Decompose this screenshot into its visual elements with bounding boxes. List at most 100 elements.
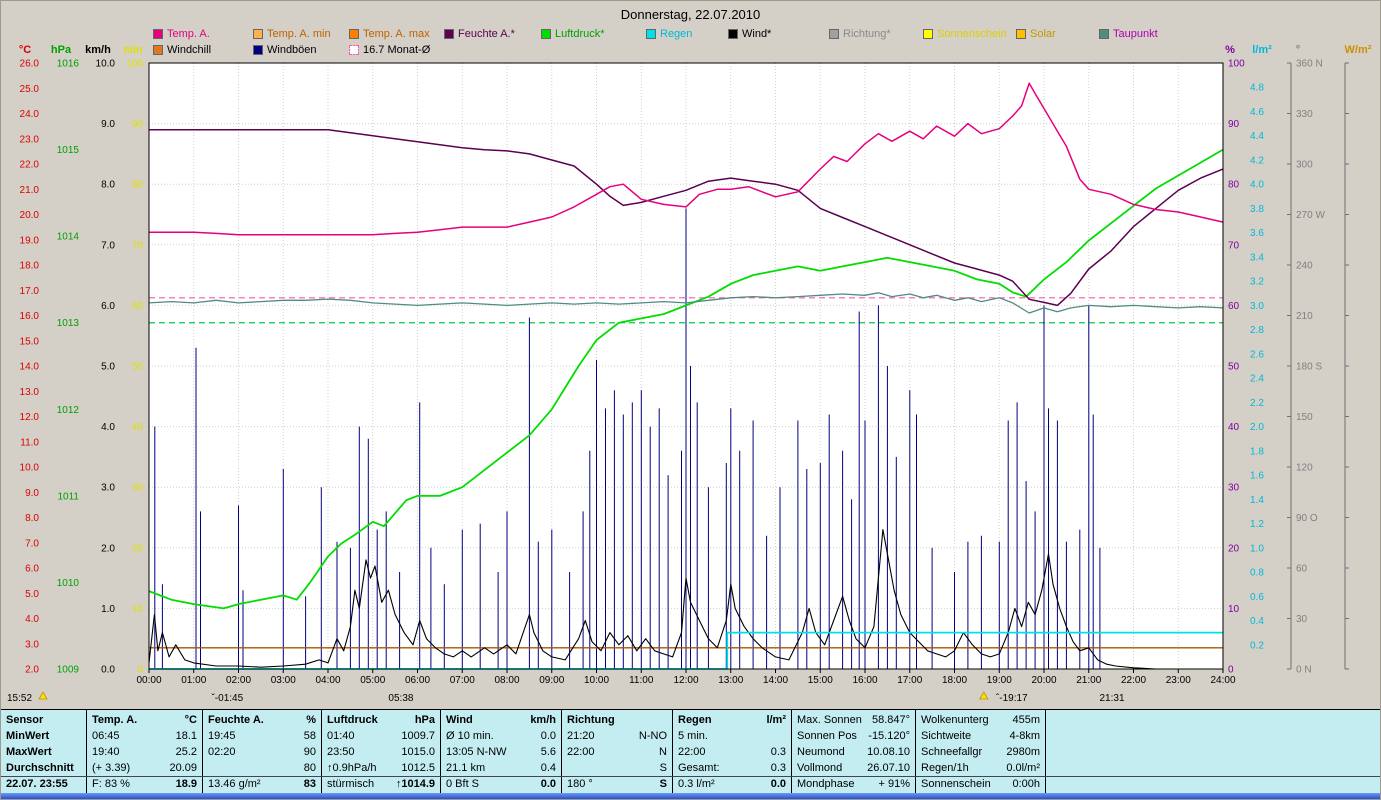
table-row: 19:45 58 [208, 730, 316, 742]
axis-label: 50 [1228, 362, 1240, 373]
table-row: Wolkenunterg 455m [921, 714, 1040, 726]
legend-swatch-taupunkt-icon [1099, 29, 1109, 39]
axis-label: 9.0 [101, 119, 115, 130]
legend-swatch-16-7-monat-icon [349, 45, 359, 55]
axis-label: 20.0 [20, 210, 40, 221]
axis-label: 0 N [1296, 665, 1312, 676]
table-col-wind: Wind km/h Ø 10 min. 0.0 13:05 N-NW 5.6 21.1 km… [441, 710, 562, 793]
legend-label: Windböen [267, 44, 317, 56]
axis-label: 1011 [57, 491, 79, 502]
table-row: S [659, 762, 667, 774]
axis-label: 06:00 [405, 675, 430, 686]
axis-label: 8.0 [101, 180, 115, 191]
axis-label: 40 [1228, 422, 1240, 433]
axis-label: 11.0 [20, 437, 39, 448]
table-col-feuchte-a: Feuchte A.% 19:45 58 02:20 90 80 13.46 g/m² 83 [203, 710, 322, 793]
axis-label: 23:00 [1166, 675, 1191, 686]
axis-label: 0.6 [1250, 592, 1264, 603]
axis-label: °C [19, 44, 31, 56]
axis-label: 60 [1296, 564, 1308, 575]
table-row: 22:00 0.3 [678, 746, 786, 758]
legend-label: Sonnenschein [937, 28, 1007, 40]
axis-label: 180 S [1296, 362, 1322, 373]
legend-item-windchill: Windchill [153, 44, 211, 56]
table-row: Regen/1h 0.0l/m² [921, 762, 1040, 774]
axis-label: 11:00 [629, 675, 654, 686]
page-title: Donnerstag, 22.07.2010 [620, 7, 761, 22]
axis-label: 1.0 [1250, 543, 1264, 554]
table-row: Mondphase + 91% [797, 778, 910, 790]
table-col-regen: Regen l/m² 5 min. 22:00 0.3 Gesamt: 0.3 0.3 l/m… [673, 710, 792, 793]
axis-label: 80 [1228, 180, 1240, 191]
axis-label: 17:00 [897, 675, 922, 686]
table-filler [1046, 710, 1380, 793]
bottom-strip [1, 793, 1380, 799]
legend-item-temp-a-min: Temp. A. min [253, 28, 331, 40]
table-row: ↑0.9hPa/h 1012.5 [327, 762, 435, 774]
axis-label: 0 [137, 665, 143, 676]
table-row: Vollmond 26.07.10 [797, 762, 910, 774]
x-marker: ˇ-01:45 [211, 692, 243, 704]
table-row-label: MinWert [6, 730, 50, 742]
axis-label: 12.0 [20, 412, 40, 423]
axis-label: 1012 [57, 405, 80, 416]
table-row: 21.1 km 0.4 [446, 762, 556, 774]
legend-swatch-regen-icon [646, 29, 656, 39]
legend-label: Regen [660, 28, 693, 40]
table-row: 180 ° S [567, 778, 667, 790]
axis-label: 1.2 [1250, 519, 1264, 530]
series-taupunkt [148, 292, 1224, 314]
axis-label: 16.0 [20, 311, 40, 322]
table-row-labels: Sensor MinWert MaxWert Durchschnitt 22.07. 2… [1, 710, 87, 793]
axis-label: 10:00 [584, 675, 609, 686]
legend-label: Feuchte A.* [458, 28, 515, 40]
axis-label: 4.0 [101, 422, 115, 433]
table-row: (+ 3.39) 20.09 [92, 762, 197, 774]
series-temp [149, 82, 1224, 236]
axis-label: 22:00 [1121, 675, 1146, 686]
axis-label: 20 [1228, 543, 1240, 554]
axis-label: 0.4 [1250, 616, 1264, 627]
axis-label: 23.0 [20, 134, 40, 145]
axis-label: 14:00 [763, 675, 788, 686]
table-row: Regen l/m² [678, 714, 786, 726]
legend-label: 16.7 Monat-Ø [363, 44, 431, 56]
axis-label: 9.0 [25, 488, 39, 499]
x-marker: 05:38 [388, 693, 413, 704]
legend-swatch-solar-icon [1016, 29, 1026, 39]
table-row: 01:40 1009.7 [327, 730, 435, 742]
table-row: 19:40 25.2 [92, 746, 197, 758]
axis-label: 70 [132, 240, 144, 251]
axis-label: 2.8 [1250, 325, 1264, 336]
axis-label: 2.6 [1250, 349, 1264, 360]
table-row: 80 [303, 762, 316, 774]
axis-label: 00:00 [136, 675, 161, 686]
table-row: 21:20 N-NO [567, 730, 667, 742]
legend-swatch-luftdruck-icon [541, 29, 551, 39]
axis-label: 30 [1296, 614, 1308, 625]
axis-label: 3.0 [1250, 301, 1264, 312]
legend-item-feuchte-a: Feuchte A.* [444, 28, 515, 40]
table-row-label: MaxWert [6, 746, 52, 758]
table-row: Luftdruck hPa [327, 714, 435, 726]
axis-label: 1.4 [1250, 495, 1264, 506]
table-row: 13.46 g/m² 83 [208, 778, 316, 790]
table-row: Max. Sonnen 58.847° [797, 714, 910, 726]
axis-label: 2.2 [1250, 398, 1264, 409]
table-row: 02:20 90 [208, 746, 316, 758]
axis-label: 240 [1296, 261, 1313, 272]
table-row: Neumond 10.08.10 [797, 746, 910, 758]
series-feuchte [149, 128, 1224, 307]
axis-label: 07:00 [450, 675, 475, 686]
axis-label: 90 [1228, 119, 1240, 130]
legend-swatch-feuchte-a-icon [444, 29, 454, 39]
legend-label: Temp. A. [167, 28, 210, 40]
legend-item-regen: Regen [646, 28, 692, 40]
table-row: 5 min. [678, 730, 708, 742]
axis-label: 3.0 [25, 639, 39, 650]
table-col-richtung: Richtung 21:20 N-NO 22:00 N S 180 ° S [562, 710, 673, 793]
axis-label: 7.0 [25, 538, 39, 549]
series-wind [148, 529, 1223, 670]
axis-label: W/m² [1345, 44, 1372, 56]
table-row: 0.3 l/m² 0.0 [678, 778, 786, 790]
